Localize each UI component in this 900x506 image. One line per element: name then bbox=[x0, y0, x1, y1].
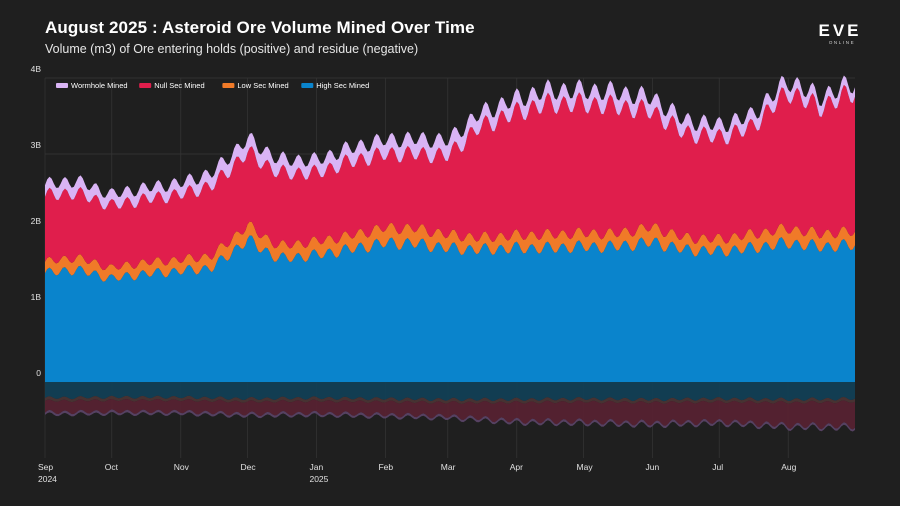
x-tick-label-3: Dec bbox=[241, 462, 257, 472]
legend-swatch-1 bbox=[139, 83, 152, 88]
y-tick-label-0: 4B bbox=[31, 64, 42, 74]
residue-area-high-sec-residue bbox=[45, 382, 855, 402]
legend-swatch-0 bbox=[56, 83, 68, 88]
chart-subtitle: Volume (m3) of Ore entering holds (posit… bbox=[45, 42, 419, 56]
x-tick-label-6: Mar bbox=[441, 462, 456, 472]
legend-item-1: Null Sec Mined bbox=[139, 81, 205, 90]
x-tick-label-2: Nov bbox=[174, 462, 190, 472]
series-area-low-sec-mined bbox=[45, 221, 855, 282]
legend-label-1: Null Sec Mined bbox=[154, 81, 204, 90]
x-tick-label-1: Oct bbox=[105, 462, 119, 472]
axes: 4B 3B 2B 1B 0 Sep 2024 Oct Nov Dec Jan 2025 Feb Mar Ap… bbox=[31, 64, 797, 484]
x-tick-label-7: Apr bbox=[510, 462, 523, 472]
residue-area-low-sec-residue bbox=[45, 395, 855, 404]
series-area-null-sec-mined bbox=[45, 84, 855, 271]
x-tick-label-8: May bbox=[577, 462, 594, 472]
x-tick-label-10: Jul bbox=[712, 462, 723, 472]
mined-areas bbox=[45, 75, 855, 382]
legend-item-2: Low Sec Mined bbox=[222, 81, 289, 90]
legend-label-0: Wormhole Mined bbox=[71, 81, 128, 90]
x-tick-label-4: Jan bbox=[309, 462, 323, 472]
legend-swatch-3 bbox=[301, 83, 314, 88]
series-area-high-sec-mined bbox=[45, 235, 855, 382]
x-tick-sublabel-4: 2025 bbox=[309, 474, 328, 484]
chart-title: August 2025 : Asteroid Ore Volume Mined … bbox=[45, 18, 475, 37]
eve-online-logo: EVE ONLINE bbox=[818, 21, 861, 45]
x-tick-sublabel-0: 2024 bbox=[38, 474, 57, 484]
residue-areas bbox=[45, 382, 855, 432]
x-tick-label-0: Sep bbox=[38, 462, 53, 472]
legend-item-0: Wormhole Mined bbox=[56, 81, 128, 90]
legend: Wormhole Mined Null Sec Mined Low Sec Mine… bbox=[56, 81, 369, 90]
y-tick-label-3: 1B bbox=[31, 292, 42, 302]
x-tick-label-9: Jun bbox=[646, 462, 660, 472]
logo-subtext: ONLINE bbox=[829, 40, 855, 45]
residue-area-wormhole-residue bbox=[45, 409, 855, 432]
legend-label-2: Low Sec Mined bbox=[237, 81, 288, 90]
y-tick-label-1: 3B bbox=[31, 140, 42, 150]
legend-swatch-2 bbox=[222, 83, 235, 88]
x-tick-label-11: Aug bbox=[781, 462, 796, 472]
logo-text: EVE bbox=[818, 21, 861, 40]
x-tick-label-5: Feb bbox=[378, 462, 393, 472]
legend-item-3: High Sec Mined bbox=[301, 81, 369, 90]
residue-area-null-sec-residue bbox=[45, 399, 855, 430]
series-area-wormhole-mined bbox=[45, 75, 855, 210]
y-tick-label-4: 0 bbox=[36, 368, 41, 378]
y-tick-label-2: 2B bbox=[31, 216, 42, 226]
legend-label-3: High Sec Mined bbox=[316, 81, 369, 90]
